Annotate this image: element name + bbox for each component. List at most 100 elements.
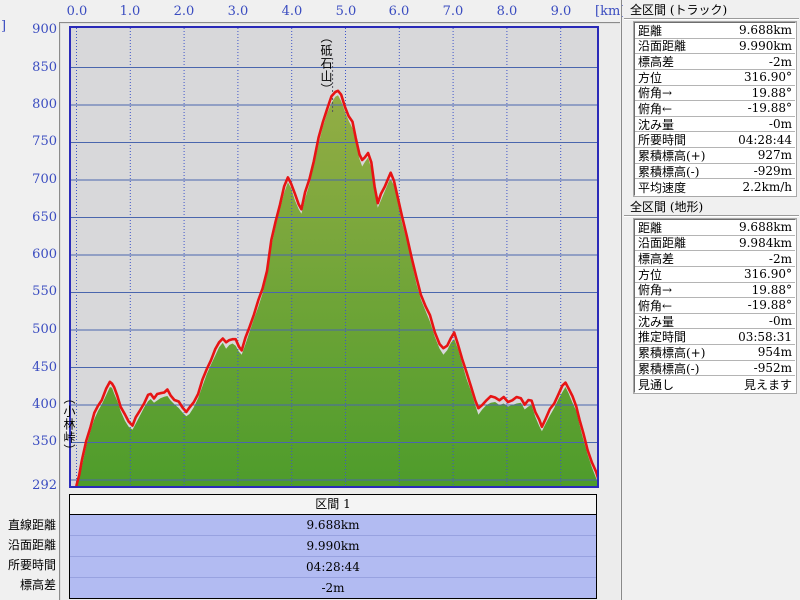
stat-label: 累積標高(+) (638, 148, 706, 163)
section-value-elev-diff: -2m (321, 581, 345, 595)
stat-row: 距離 9.688km (635, 23, 795, 39)
stat-value: -0m (768, 314, 792, 329)
y-tick-292: 292 (32, 478, 57, 493)
y-tick-550: 550 (32, 284, 57, 299)
stat-row: 所要時間 04:28:44 (635, 132, 795, 149)
stat-value: 03:58:31 (738, 329, 792, 344)
stat-value: 見えます (743, 377, 792, 392)
stat-label: 俯角← (638, 299, 673, 313)
stat-value: 9.688km (738, 220, 792, 235)
stat-row: 俯角← -19.88° (635, 101, 795, 117)
section-header: 区間 1 (70, 495, 596, 515)
stat-row: 距離 9.688km (635, 220, 795, 236)
y-tick-700: 700 (32, 172, 57, 187)
x-tick-6: 6.0 (388, 4, 410, 19)
stat-row: 俯角→ 19.88° (635, 86, 795, 102)
stats-panel: 全区間 (トラック) 距離 9.688km 沿面距離 9.990km 標高差 -2m … (623, 0, 800, 600)
stat-label: 累積標高(+) (638, 345, 706, 360)
stat-value: -2m (768, 54, 792, 69)
stat-label: 沈み量 (638, 314, 675, 329)
stat-row: 累積標高(-) -929m (635, 164, 795, 180)
stat-value: -2m (768, 251, 792, 266)
stat-label: 沿面距離 (638, 236, 687, 251)
stat-row: 標高差 -2m (635, 251, 795, 267)
stat-value: 04:28:44 (738, 132, 792, 147)
stat-label: 方位 (638, 267, 663, 282)
x-tick-5: 5.0 (335, 4, 357, 19)
stat-row: 沈み量 -0m (635, 314, 795, 330)
profile-chart-svg (71, 28, 597, 486)
section-value-time: 04:28:44 (70, 557, 596, 578)
stat-label: 標高差 (638, 55, 675, 70)
x-axis-unit-label: [km] (595, 4, 626, 19)
section-row-label-0: 直線距離 (7, 518, 56, 532)
stat-value: -19.88° (747, 298, 792, 313)
y-tick-800: 800 (32, 97, 57, 112)
y-tick-850: 850 (32, 60, 57, 75)
stat-value: 954m (757, 345, 792, 360)
pass-annotation: （小林峠） (62, 392, 76, 457)
section-summary-table: 区間 1 9.688km 9.990km 04:28:44 -2m (69, 494, 597, 599)
y-tick-500: 500 (32, 322, 57, 337)
x-tick-4: 4.0 (281, 4, 303, 19)
section-value-distance: 9.688km (70, 515, 596, 536)
terrain-stats-table: 距離 9.688km 沿面距離 9.984km 標高差 -2m 方位 316.90° 俯… (633, 218, 797, 394)
stat-row: 沈み量 -0m (635, 117, 795, 133)
stat-row: 俯角→ 19.88° (635, 283, 795, 299)
y-tick-400: 400 (32, 397, 57, 412)
stat-row: 推定時間 03:58:31 (635, 329, 795, 346)
stat-label: 見通し (638, 377, 675, 392)
panel-title-track: 全区間 (トラック) (630, 3, 728, 17)
stat-label: 方位 (638, 70, 663, 85)
stat-label: 沿面距離 (638, 39, 687, 54)
stat-label: 俯角← (638, 102, 673, 116)
stat-label: 標高差 (638, 252, 675, 267)
x-tick-7: 7.0 (442, 4, 464, 19)
stat-label: 沈み量 (638, 117, 675, 132)
track-line (75, 89, 597, 486)
stat-value: 927m (757, 148, 792, 163)
stat-value: 9.984km (738, 235, 792, 250)
y-tick-450: 450 (32, 360, 57, 375)
x-tick-2: 2.0 (173, 4, 195, 19)
stat-label: 平均速度 (638, 180, 687, 195)
y-tick-350: 350 (32, 434, 57, 449)
stat-value: -19.88° (747, 101, 792, 116)
y-tick-650: 650 (32, 210, 57, 225)
peak-annotation: （砥石山） (319, 31, 333, 96)
stat-row: 沿面距離 9.990km (635, 39, 795, 55)
x-tick-9: 9.0 (550, 4, 572, 19)
stat-label: 推定時間 (638, 330, 687, 345)
y-axis-unit-label: ] (1, 19, 7, 34)
stat-value: -952m (753, 361, 792, 376)
y-tick-600: 600 (32, 247, 57, 262)
x-tick-0: 0.0 (66, 4, 88, 19)
panel-title-underline (624, 215, 799, 217)
y-tick-750: 750 (32, 134, 57, 149)
stat-row: 方位 316.90° (635, 267, 795, 283)
stat-row: 標高差 -2m (635, 54, 795, 70)
stat-value: 9.990km (738, 38, 792, 53)
stat-label: 俯角→ (638, 86, 673, 101)
terrain-area (76, 95, 597, 486)
stat-label: 累積標高(-) (638, 361, 700, 376)
elevation-profile-plot[interactable] (69, 26, 599, 488)
stat-value: 19.88° (751, 85, 792, 100)
stat-value: 2.2km/h (742, 180, 792, 195)
stat-row: 累積標高(+) 954m (635, 345, 795, 361)
stat-label: 所要時間 (638, 133, 687, 148)
x-tick-8: 8.0 (496, 4, 518, 19)
stat-row: 平均速度 2.2km/h (635, 179, 795, 195)
section-row-label-1: 沿面距離 (7, 538, 56, 552)
stat-value: 316.90° (744, 267, 792, 282)
y-tick-900: 900 (32, 22, 57, 37)
track-stats-table: 距離 9.688km 沿面距離 9.990km 標高差 -2m 方位 316.90° 俯… (633, 21, 797, 197)
stat-value: 9.688km (738, 23, 792, 38)
panel-title-underline (624, 18, 799, 20)
section-row-label-3: 標高差 (19, 578, 56, 592)
section-row-label-2: 所要時間 (7, 558, 56, 572)
stat-value: -929m (753, 164, 792, 179)
stat-row: 方位 316.90° (635, 70, 795, 86)
section-value-surface-dist: 9.990km (70, 536, 596, 557)
stat-label: 累積標高(-) (638, 164, 700, 179)
